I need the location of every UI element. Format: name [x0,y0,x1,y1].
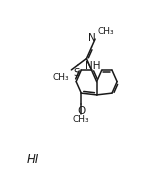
Text: O: O [77,106,85,116]
Text: CH₃: CH₃ [98,27,114,36]
Text: HI: HI [27,153,39,166]
Text: CH₃: CH₃ [73,115,90,124]
Text: CH₃: CH₃ [52,73,69,82]
Text: NH: NH [85,61,101,71]
Text: S: S [73,68,80,78]
Text: N: N [88,33,95,43]
